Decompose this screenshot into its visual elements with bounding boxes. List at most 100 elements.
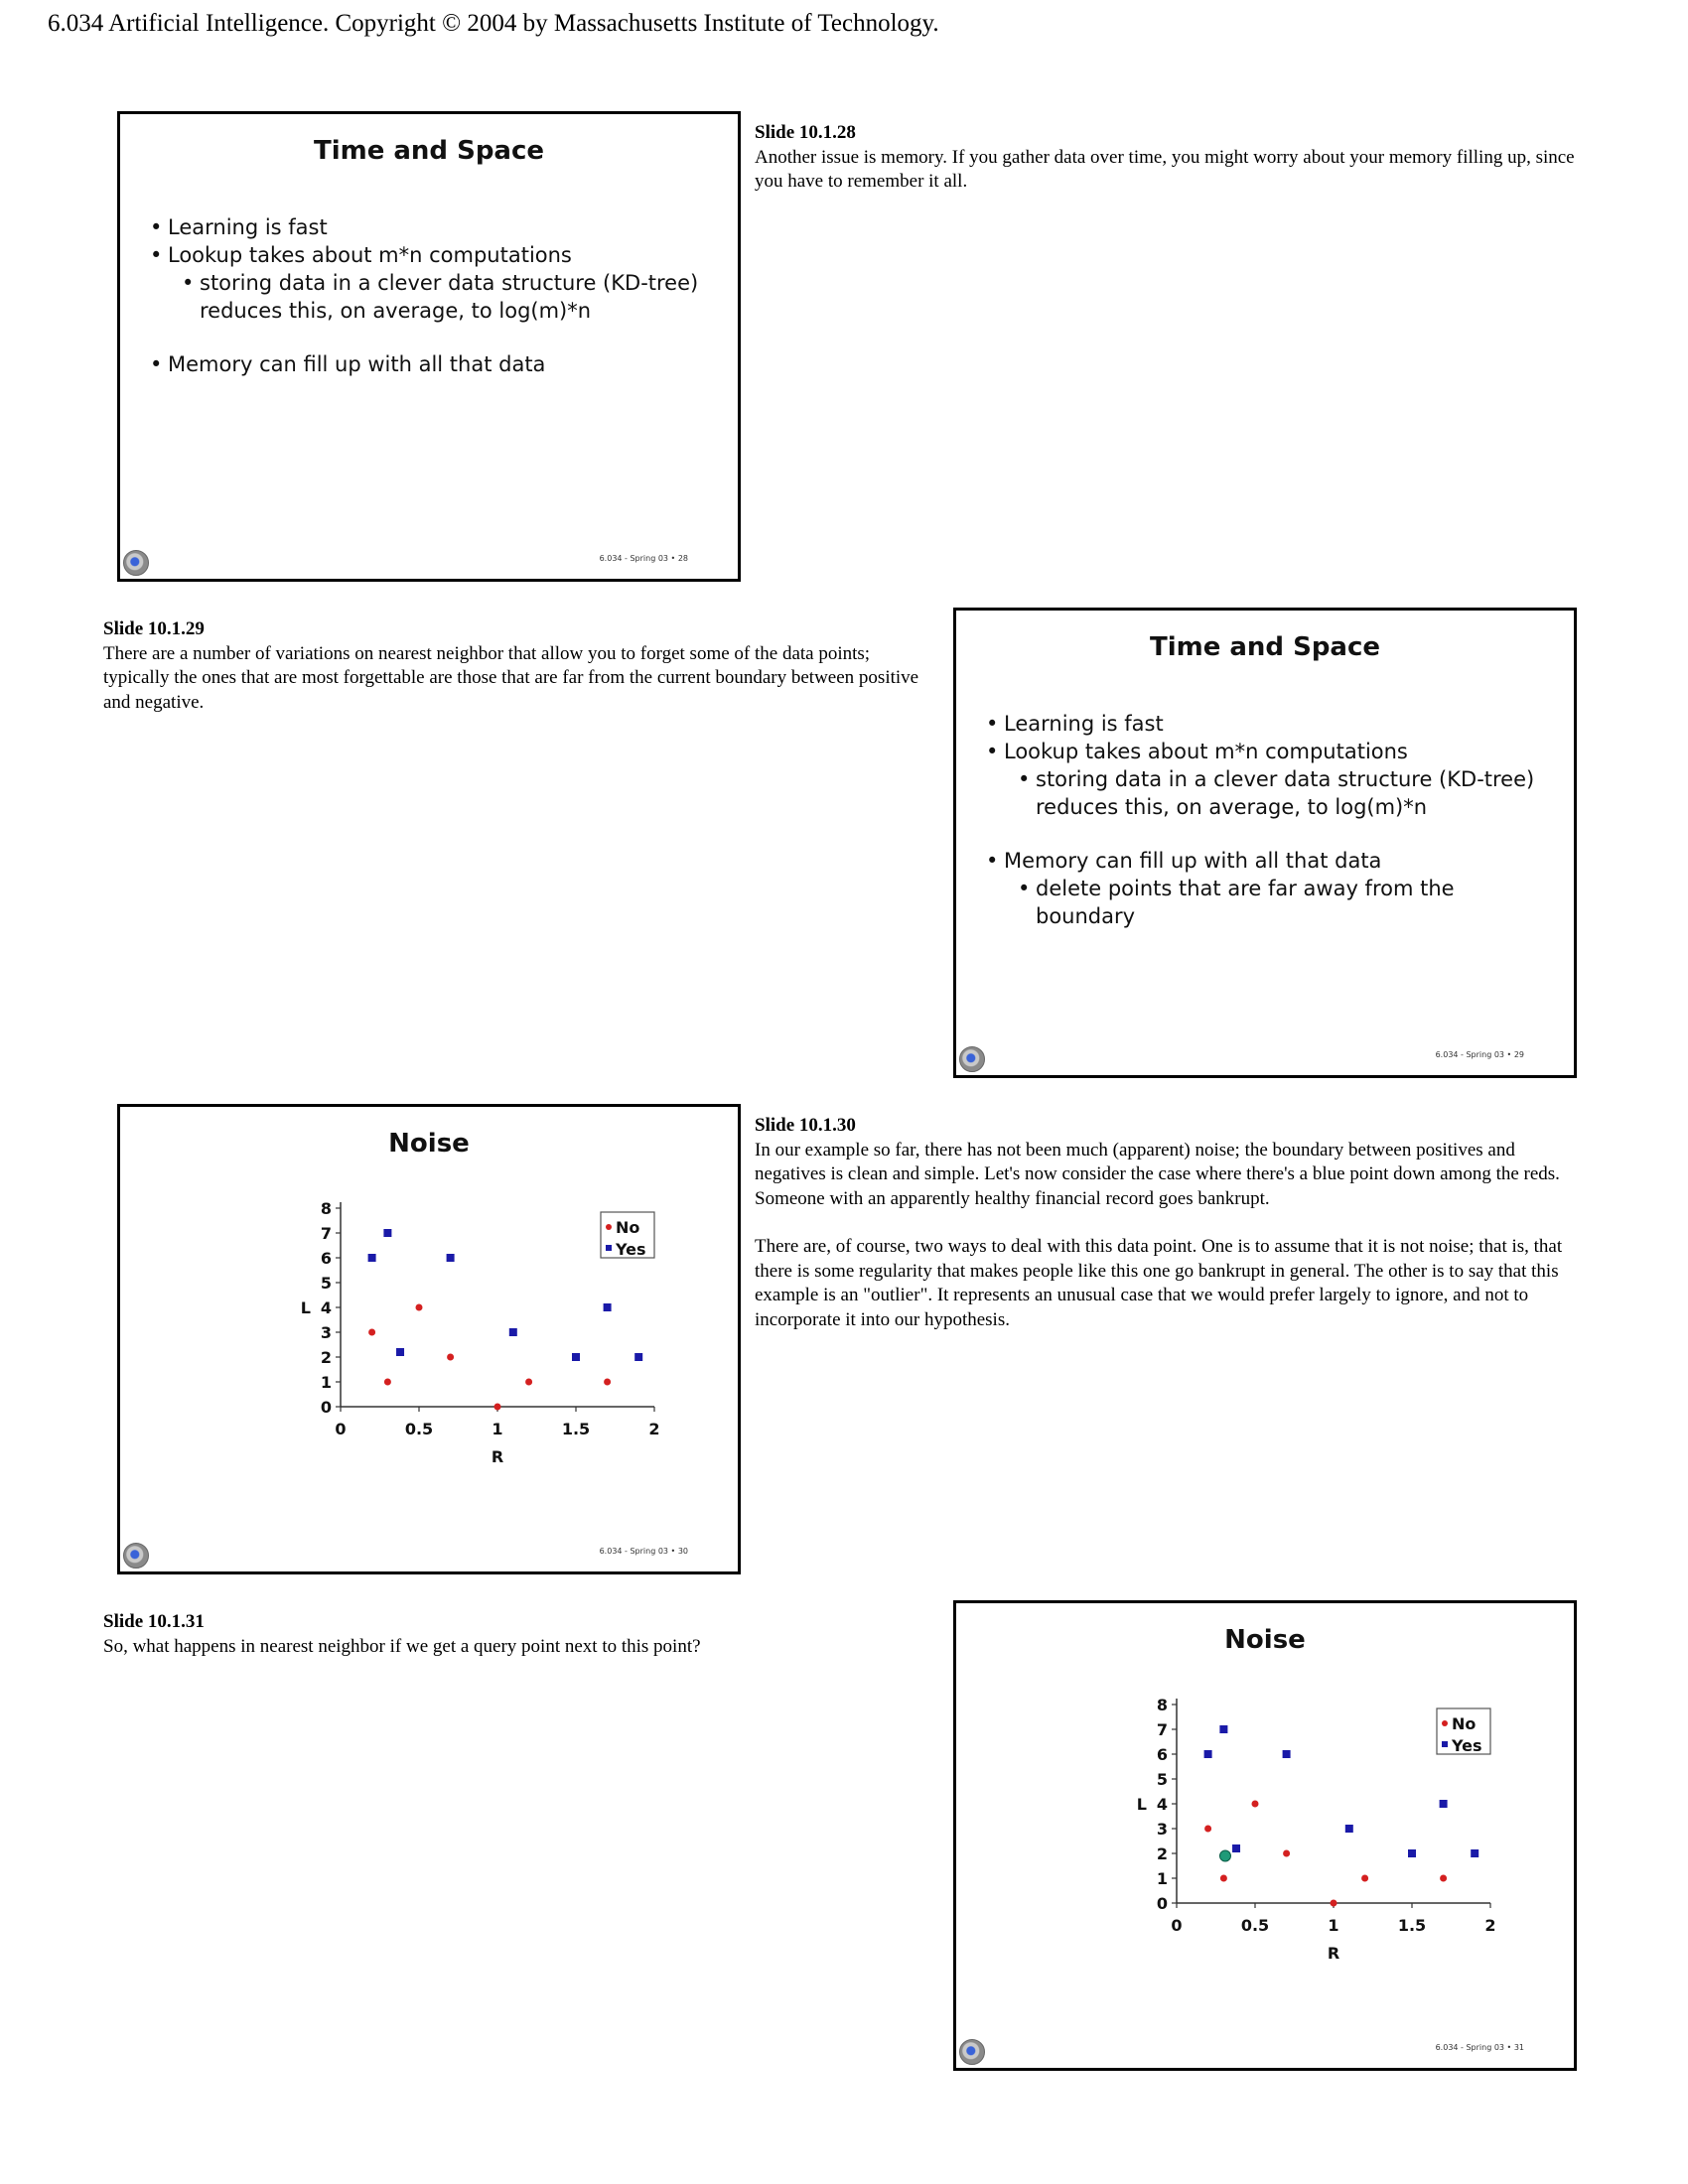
slide-29-notes: Slide 10.1.29 There are a number of vari… bbox=[103, 617, 927, 715]
data-point-no bbox=[415, 1303, 423, 1311]
y-axis-label: L bbox=[301, 1298, 311, 1317]
data-point-no bbox=[1330, 1899, 1337, 1907]
legend-label-yes: Yes bbox=[615, 1240, 646, 1259]
bullet-list: Learning is fast Lookup takes about m*n … bbox=[986, 710, 1554, 930]
legend-label-yes: Yes bbox=[1451, 1736, 1482, 1755]
slide-28-notes: Slide 10.1.28 Another issue is memory. I… bbox=[755, 121, 1579, 195]
data-point-yes bbox=[367, 1254, 376, 1262]
y-tick-label: 2 bbox=[321, 1348, 332, 1367]
y-tick-label: 8 bbox=[1157, 1696, 1168, 1714]
x-tick-label: 0.5 bbox=[1241, 1916, 1269, 1935]
speaker-icon[interactable] bbox=[959, 1046, 985, 1072]
x-tick-label: 1 bbox=[1328, 1916, 1338, 1935]
sub-bullet-item: storing data in a clever data structure … bbox=[182, 269, 718, 325]
x-tick-label: 0 bbox=[335, 1420, 346, 1438]
data-point-no bbox=[1219, 1874, 1227, 1882]
legend-label-no: No bbox=[616, 1218, 639, 1237]
data-point-no bbox=[383, 1378, 391, 1386]
speaker-icon[interactable] bbox=[123, 1543, 149, 1569]
note-paragraph: There are, of course, two ways to deal w… bbox=[755, 1236, 1563, 1330]
data-point-no bbox=[525, 1378, 533, 1386]
speaker-icon[interactable] bbox=[123, 550, 149, 576]
bullet-item: Lookup takes about m*n computations bbox=[150, 241, 718, 269]
y-tick-label: 7 bbox=[1157, 1720, 1168, 1739]
y-tick-label: 3 bbox=[1157, 1820, 1168, 1839]
y-tick-label: 1 bbox=[1157, 1869, 1168, 1888]
bullet-item: Learning is fast bbox=[150, 213, 718, 241]
data-point-yes bbox=[446, 1254, 455, 1262]
legend-label-no: No bbox=[1452, 1714, 1476, 1733]
noise-scatter-chart: 0 1 2 3 4 5 6 7 8 0 0.5 1 1.5 2 R L No Yes bbox=[301, 1199, 660, 1466]
speaker-icon[interactable] bbox=[959, 2039, 985, 2065]
y-tick-label: 5 bbox=[321, 1274, 332, 1293]
query-point bbox=[1218, 1849, 1231, 1862]
x-tick-label: 2 bbox=[648, 1420, 659, 1438]
y-tick-label: 0 bbox=[1157, 1894, 1168, 1913]
data-point-no bbox=[493, 1403, 501, 1411]
bullet-item: Memory can fill up with all that data bbox=[150, 350, 718, 378]
x-tick-label: 2 bbox=[1484, 1916, 1495, 1935]
note-heading: Slide 10.1.31 bbox=[103, 1611, 205, 1632]
data-point-no bbox=[1251, 1800, 1259, 1808]
bullet-item: Memory can fill up with all that data bbox=[986, 847, 1554, 875]
y-tick-label: 7 bbox=[321, 1224, 332, 1243]
data-point-yes bbox=[1344, 1825, 1353, 1833]
data-point-yes bbox=[1282, 1750, 1291, 1758]
note-paragraph: There are a number of variations on near… bbox=[103, 642, 919, 713]
x-axis-label: R bbox=[492, 1447, 503, 1466]
note-heading: Slide 10.1.28 bbox=[755, 122, 856, 143]
data-point-no bbox=[604, 1378, 612, 1386]
slide-30-notes: Slide 10.1.30 In our example so far, the… bbox=[755, 1114, 1579, 1332]
data-point-no bbox=[1361, 1874, 1369, 1882]
data-point-yes bbox=[508, 1328, 517, 1336]
slide-title: Time and Space bbox=[313, 136, 545, 166]
slide-footer: 6.034 - Spring 03 • 31 bbox=[1435, 2043, 1524, 2052]
data-point-yes bbox=[1219, 1725, 1228, 1733]
page-header: 6.034 Artificial Intelligence. Copyright… bbox=[48, 10, 939, 37]
y-axis-label: L bbox=[1137, 1795, 1147, 1814]
slide-title: Noise bbox=[388, 1129, 470, 1159]
note-paragraph: Another issue is memory. If you gather d… bbox=[755, 146, 1575, 193]
data-point-yes bbox=[603, 1303, 612, 1311]
slide-31-image: Noise 0 1 2 3 4 5 6 7 8 0 0.5 1 1.5 2 R L No Yes 6.034 - … bbox=[953, 1600, 1577, 2071]
data-point-yes bbox=[634, 1353, 643, 1361]
legend-marker-yes bbox=[1442, 1741, 1448, 1747]
note-heading: Slide 10.1.29 bbox=[103, 618, 205, 639]
data-point-no bbox=[447, 1353, 455, 1361]
legend-marker-no bbox=[1442, 1720, 1448, 1726]
slide-title: Time and Space bbox=[1149, 632, 1381, 662]
bullet-item: Lookup takes about m*n computations bbox=[986, 738, 1554, 765]
data-point-no bbox=[1204, 1825, 1212, 1833]
note-paragraph: So, what happens in nearest neighbor if … bbox=[103, 1635, 701, 1657]
sub-bullet-item: storing data in a clever data structure … bbox=[1018, 765, 1554, 821]
data-point-no bbox=[1440, 1874, 1448, 1882]
y-tick-label: 1 bbox=[321, 1373, 332, 1392]
slide-31-notes: Slide 10.1.31 So, what happens in neares… bbox=[103, 1610, 927, 1659]
data-point-yes bbox=[1471, 1849, 1479, 1857]
data-point-yes bbox=[1439, 1800, 1448, 1808]
y-tick-label: 6 bbox=[321, 1249, 332, 1268]
slide-29-image: Time and Space Learning is fast Lookup t… bbox=[953, 608, 1577, 1078]
x-tick-label: 0 bbox=[1171, 1916, 1182, 1935]
legend-marker-no bbox=[606, 1224, 612, 1230]
y-tick-label: 6 bbox=[1157, 1745, 1168, 1764]
note-heading: Slide 10.1.30 bbox=[755, 1115, 856, 1136]
slide-title: Noise bbox=[1224, 1625, 1306, 1655]
x-tick-label: 1.5 bbox=[1398, 1916, 1426, 1935]
x-tick-label: 0.5 bbox=[405, 1420, 433, 1438]
y-tick-label: 3 bbox=[321, 1323, 332, 1342]
slide-30-image: Noise 0 1 2 3 4 5 6 7 8 0 0.5 1 1.5 2 R L No Yes 6.034 - … bbox=[117, 1104, 741, 1574]
x-tick-label: 1 bbox=[492, 1420, 502, 1438]
noise-scatter-chart-with-query: 0 1 2 3 4 5 6 7 8 0 0.5 1 1.5 2 R L No Yes bbox=[1137, 1696, 1496, 1963]
legend-box bbox=[600, 1211, 655, 1259]
x-axis-label: R bbox=[1328, 1944, 1339, 1963]
y-tick-label: 0 bbox=[321, 1398, 332, 1417]
slide-footer: 6.034 - Spring 03 • 30 bbox=[599, 1547, 688, 1556]
x-tick-label: 1.5 bbox=[562, 1420, 590, 1438]
slide-footer: 6.034 - Spring 03 • 29 bbox=[1435, 1050, 1524, 1059]
y-tick-label: 5 bbox=[1157, 1770, 1168, 1789]
slide-footer: 6.034 - Spring 03 • 28 bbox=[599, 554, 688, 563]
note-paragraph: In our example so far, there has not bee… bbox=[755, 1139, 1560, 1209]
y-tick-label: 8 bbox=[321, 1199, 332, 1218]
data-point-yes bbox=[1232, 1844, 1241, 1852]
